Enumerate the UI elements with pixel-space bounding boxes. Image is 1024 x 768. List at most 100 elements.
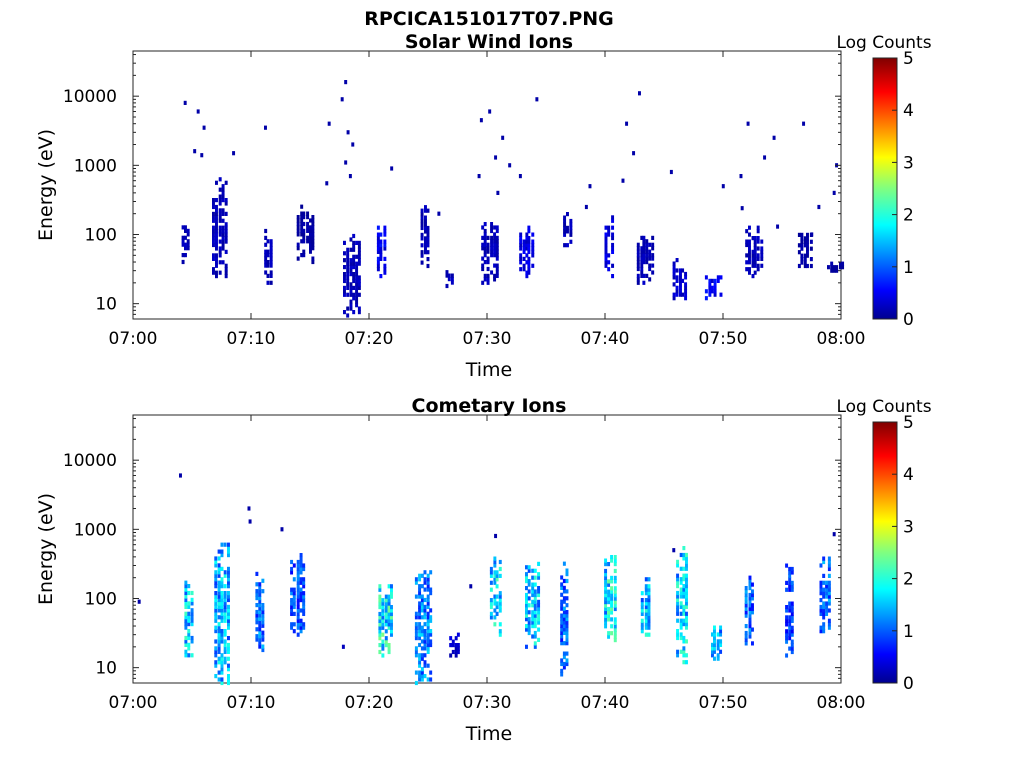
data-cell xyxy=(381,622,385,627)
data-cell xyxy=(527,229,531,234)
data-cell xyxy=(221,208,225,213)
data-cell xyxy=(613,600,617,605)
data-cell xyxy=(217,639,221,644)
data-cell xyxy=(302,221,306,227)
data-cell xyxy=(685,618,688,623)
data-cell xyxy=(495,570,499,575)
data-cell xyxy=(181,239,185,244)
data-cell xyxy=(296,559,300,565)
data-cell xyxy=(785,653,789,658)
data-cell xyxy=(327,121,331,126)
data-cell xyxy=(531,582,535,587)
data-cell xyxy=(311,242,315,247)
data-cell xyxy=(645,253,649,258)
data-cell xyxy=(296,594,300,599)
data-cell xyxy=(489,570,493,575)
data-cell xyxy=(640,266,644,272)
data-cell xyxy=(751,582,754,587)
data-cell xyxy=(212,211,215,216)
colorbar-tick-label: 2 xyxy=(903,206,914,226)
data-cell xyxy=(352,244,356,249)
data-cell xyxy=(604,582,608,587)
data-cell xyxy=(748,603,752,608)
data-cell xyxy=(488,109,492,114)
data-cell xyxy=(215,246,218,251)
data-cell xyxy=(745,229,749,234)
data-cell xyxy=(381,601,385,606)
data-cell xyxy=(190,608,194,613)
data-cell xyxy=(651,253,655,258)
data-cell xyxy=(184,649,188,654)
data-cell xyxy=(218,177,222,182)
data-cell xyxy=(445,270,449,275)
x-tick-label: 07:40 xyxy=(581,329,630,349)
data-cell xyxy=(261,620,265,625)
data-cell xyxy=(537,561,541,566)
data-cell xyxy=(713,285,717,290)
data-cell xyxy=(193,149,197,154)
data-cell xyxy=(220,584,224,589)
data-cell xyxy=(355,282,359,287)
data-cell xyxy=(224,239,228,244)
data-cell xyxy=(685,556,688,561)
data-cell xyxy=(648,242,652,247)
data-cell xyxy=(490,235,494,240)
data-cell xyxy=(420,629,424,634)
data-cell xyxy=(716,653,720,658)
data-cell xyxy=(496,190,500,195)
data-cell xyxy=(445,283,449,289)
data-cell xyxy=(493,239,497,244)
data-cell xyxy=(748,246,751,251)
data-cell xyxy=(611,232,615,237)
data-cell xyxy=(299,580,303,585)
data-cell xyxy=(607,232,611,237)
data-cell xyxy=(420,243,424,248)
data-cell xyxy=(676,632,680,637)
data-cell xyxy=(537,575,541,580)
data-cell xyxy=(187,646,191,651)
data-cell xyxy=(740,206,744,211)
data-cell xyxy=(533,644,537,649)
data-cell xyxy=(613,606,617,612)
data-cell xyxy=(756,239,760,244)
data-cell xyxy=(531,610,535,615)
data-cell xyxy=(679,577,683,582)
data-cell xyxy=(682,556,686,561)
data-cell xyxy=(426,601,430,606)
data-cell xyxy=(269,253,273,258)
colorbar-tick-label: 2 xyxy=(903,570,914,590)
data-cell xyxy=(493,232,497,237)
data-cell xyxy=(346,254,350,259)
data-cell xyxy=(642,239,646,244)
data-cell xyxy=(311,225,315,230)
data-cell xyxy=(355,299,359,304)
data-cell xyxy=(640,611,644,616)
data-cell xyxy=(525,579,528,584)
data-cell xyxy=(498,601,502,606)
data-cell xyxy=(788,580,792,585)
data-cell xyxy=(309,228,312,233)
data-cell xyxy=(527,579,531,584)
data-cell xyxy=(223,573,227,578)
data-cell xyxy=(224,267,228,272)
data-cell xyxy=(258,596,262,601)
data-cell xyxy=(184,642,188,647)
data-cell xyxy=(184,590,188,596)
data-cell xyxy=(224,201,228,206)
data-cell xyxy=(642,235,646,240)
data-cell xyxy=(819,598,823,603)
data-cell xyxy=(675,292,679,297)
data-cell xyxy=(682,546,686,551)
data-cell xyxy=(498,608,502,613)
data-cell xyxy=(390,166,394,171)
data-cell xyxy=(384,598,388,603)
data-cell xyxy=(679,587,683,592)
data-cell xyxy=(383,232,387,237)
data-cell xyxy=(429,587,433,592)
data-cell xyxy=(744,613,748,618)
panel-title: Solar Wind Ions xyxy=(405,31,573,53)
data-cell xyxy=(290,559,294,565)
colorbar-tick-label: 5 xyxy=(903,413,914,433)
data-cell xyxy=(640,235,644,240)
data-cell xyxy=(221,232,225,237)
